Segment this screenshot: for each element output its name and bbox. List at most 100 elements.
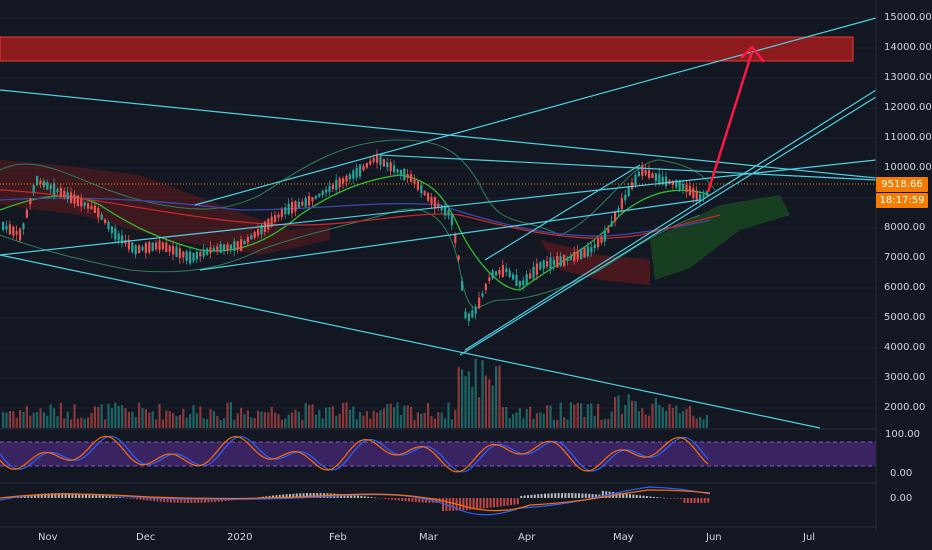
- candle-body[interactable]: [308, 196, 311, 206]
- candle-body[interactable]: [212, 247, 215, 252]
- candle-body[interactable]: [535, 263, 538, 275]
- candle-body[interactable]: [219, 243, 222, 253]
- candle-body[interactable]: [134, 245, 137, 255]
- candle-body[interactable]: [467, 313, 470, 322]
- candle-body[interactable]: [661, 176, 664, 185]
- candle-body[interactable]: [488, 277, 491, 281]
- candle-body[interactable]: [617, 208, 620, 213]
- candle-body[interactable]: [246, 237, 249, 243]
- candle-body[interactable]: [671, 180, 674, 185]
- candle-body[interactable]: [168, 245, 171, 252]
- candle-body[interactable]: [250, 235, 253, 240]
- candle-body[interactable]: [651, 173, 654, 179]
- candle-body[interactable]: [607, 228, 610, 233]
- candle-body[interactable]: [362, 165, 365, 171]
- candle-body[interactable]: [542, 260, 545, 269]
- candle-body[interactable]: [590, 247, 593, 253]
- candle-body[interactable]: [165, 242, 168, 253]
- candle-body[interactable]: [260, 225, 263, 235]
- candle-body[interactable]: [386, 162, 389, 168]
- candle-body[interactable]: [80, 198, 83, 207]
- candle-body[interactable]: [345, 175, 348, 182]
- candle-body[interactable]: [705, 191, 708, 196]
- candle-body[interactable]: [688, 185, 691, 196]
- candle-body[interactable]: [699, 194, 702, 201]
- candle-body[interactable]: [399, 169, 402, 176]
- candle-body[interactable]: [654, 173, 657, 182]
- candle-body[interactable]: [376, 154, 379, 163]
- candle-body[interactable]: [471, 310, 474, 318]
- candle-body[interactable]: [569, 256, 572, 260]
- candle-body[interactable]: [586, 246, 589, 257]
- candle-body[interactable]: [372, 157, 375, 162]
- candle-body[interactable]: [624, 194, 627, 201]
- candle-body[interactable]: [117, 233, 120, 241]
- candle-body[interactable]: [131, 242, 134, 252]
- candle-body[interactable]: [365, 163, 368, 168]
- candle-body[interactable]: [127, 239, 130, 250]
- candle-body[interactable]: [63, 190, 66, 198]
- candle-body[interactable]: [287, 203, 290, 215]
- candle-body[interactable]: [175, 246, 178, 257]
- candle-body[interactable]: [559, 256, 562, 267]
- candle-body[interactable]: [229, 244, 232, 249]
- candle-body[interactable]: [665, 176, 668, 186]
- candle-body[interactable]: [267, 218, 270, 230]
- candle-body[interactable]: [66, 192, 69, 200]
- trendline-descending-bottom[interactable]: [0, 254, 821, 429]
- candle-body[interactable]: [641, 165, 644, 176]
- candle-body[interactable]: [223, 244, 226, 252]
- candle-body[interactable]: [151, 242, 154, 251]
- candle-body[interactable]: [270, 216, 273, 227]
- candle-body[interactable]: [144, 243, 147, 253]
- candle-body[interactable]: [216, 246, 219, 252]
- candle-body[interactable]: [614, 212, 617, 222]
- candle-body[interactable]: [491, 270, 494, 279]
- trendline-pitchfork-lower[interactable]: [459, 96, 877, 356]
- candle-body[interactable]: [236, 241, 239, 250]
- candle-body[interactable]: [355, 167, 358, 178]
- candle-body[interactable]: [321, 191, 324, 196]
- candle-body[interactable]: [90, 206, 93, 210]
- trendline-descending-top[interactable]: [0, 89, 877, 179]
- candle-body[interactable]: [46, 182, 49, 190]
- candle-body[interactable]: [379, 156, 382, 165]
- candle-body[interactable]: [678, 180, 681, 190]
- candle-body[interactable]: [209, 247, 212, 254]
- candle-body[interactable]: [178, 248, 181, 258]
- candle-body[interactable]: [70, 192, 73, 203]
- candle-body[interactable]: [29, 198, 32, 205]
- trendlines[interactable]: [0, 17, 877, 429]
- candle-body[interactable]: [481, 293, 484, 297]
- candle-body[interactable]: [325, 189, 328, 193]
- candle-body[interactable]: [457, 255, 460, 260]
- candle-body[interactable]: [637, 171, 640, 176]
- candle-body[interactable]: [631, 182, 634, 189]
- trendline-wedge-bottom[interactable]: [199, 199, 701, 271]
- candle-body[interactable]: [352, 170, 355, 179]
- candle-body[interactable]: [685, 184, 688, 193]
- trendline-wedge-top[interactable]: [379, 154, 877, 181]
- candle-body[interactable]: [274, 215, 277, 223]
- candle-body[interactable]: [552, 259, 555, 265]
- candle-body[interactable]: [546, 261, 549, 267]
- candle-body[interactable]: [314, 195, 317, 199]
- candle-body[interactable]: [413, 179, 416, 184]
- candle-body[interactable]: [87, 203, 90, 209]
- candle-body[interactable]: [189, 251, 192, 264]
- candle-body[interactable]: [450, 213, 453, 226]
- candle-body[interactable]: [440, 205, 443, 211]
- candle-body[interactable]: [620, 198, 623, 209]
- candle-body[interactable]: [478, 297, 481, 309]
- candle-body[interactable]: [406, 174, 409, 179]
- candle-body[interactable]: [583, 247, 586, 258]
- candle-body[interactable]: [420, 185, 423, 194]
- candle-body[interactable]: [447, 210, 450, 216]
- candle-body[interactable]: [155, 242, 158, 250]
- candle-body[interactable]: [474, 307, 477, 314]
- candle-body[interactable]: [522, 280, 525, 286]
- candle-body[interactable]: [454, 234, 457, 243]
- candle-body[interactable]: [573, 251, 576, 262]
- candle-body[interactable]: [83, 202, 86, 207]
- candle-body[interactable]: [423, 190, 426, 196]
